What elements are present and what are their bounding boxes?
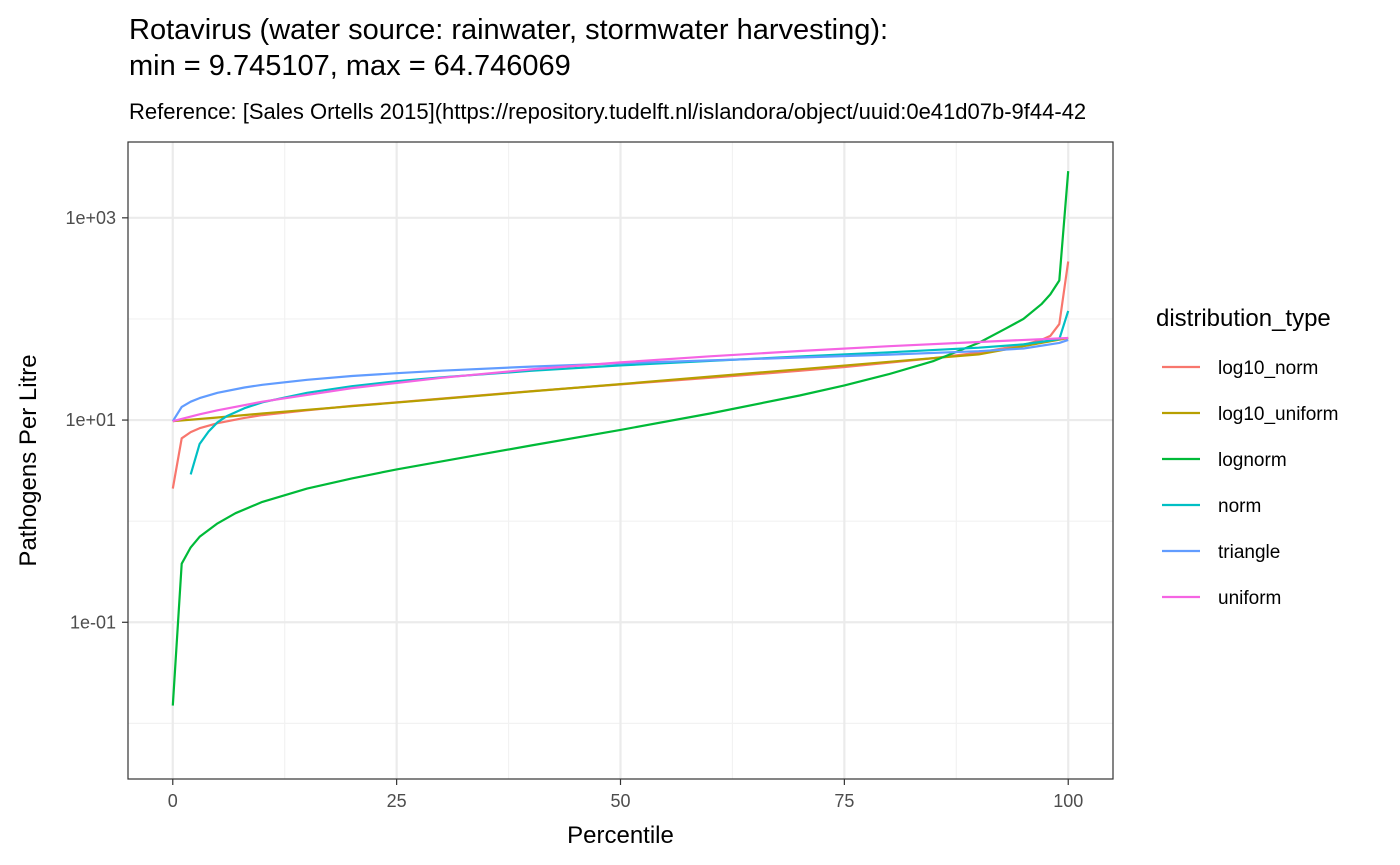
x-tick-label: 100: [1053, 791, 1083, 811]
axes: 0 25 50 75 100 1e-01 1e+01 1e+03: [65, 208, 1083, 811]
legend-label-log10_norm: log10_norm: [1218, 358, 1318, 379]
plot-panel: [127, 141, 1114, 780]
y-tick-label: 1e+01: [65, 410, 116, 430]
x-axis-title: Percentile: [567, 822, 674, 849]
series-line-lognorm: [171, 171, 1070, 706]
legend-label-lognorm: lognorm: [1218, 450, 1287, 471]
legend-label-triangle: triangle: [1218, 542, 1280, 563]
series-line-log10_uniform: [172, 336, 1069, 423]
legend-label-uniform: uniform: [1218, 588, 1281, 609]
x-tick-label: 75: [834, 791, 854, 811]
legend-label-log10_uniform: log10_uniform: [1218, 404, 1338, 425]
chart-title: Rotavirus (water source: rainwater, stor…: [129, 12, 888, 84]
x-tick-label: 0: [168, 791, 178, 811]
chart-title-line-2: min = 9.745107, max = 64.746069: [129, 50, 571, 82]
series-line-norm: [189, 310, 1070, 475]
y-tick-label: 1e-01: [70, 612, 116, 632]
x-tick-label: 50: [610, 791, 630, 811]
chart-title-line-1: Rotavirus (water source: rainwater, stor…: [129, 14, 889, 46]
series-line-triangle: [171, 338, 1069, 422]
y-tick-label: 1e+03: [65, 208, 116, 228]
legend-title: distribution_type: [1156, 305, 1331, 332]
legend-label-norm: norm: [1218, 496, 1261, 517]
series-line-uniform: [172, 336, 1069, 423]
x-tick-label: 25: [387, 791, 407, 811]
chart-subtitle: Reference: [Sales Ortells 2015](https://…: [129, 99, 1087, 124]
y-axis-title: Pathogens Per Litre: [15, 354, 42, 566]
legend: distribution_type log10_norm log10_unifor…: [1156, 305, 1338, 609]
